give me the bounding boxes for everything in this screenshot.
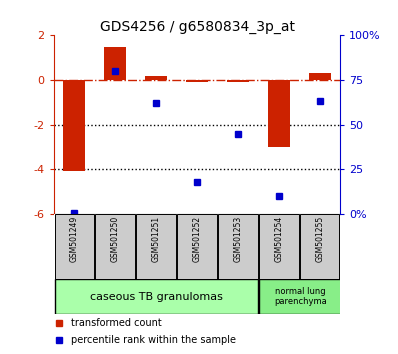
Bar <box>96 214 135 279</box>
Bar <box>55 279 258 314</box>
Text: GSM501255: GSM501255 <box>315 216 324 262</box>
Bar <box>63 80 86 171</box>
Bar <box>145 75 167 80</box>
Bar <box>259 214 298 279</box>
Text: GSM501253: GSM501253 <box>234 216 242 262</box>
Text: GSM501254: GSM501254 <box>274 216 283 262</box>
Bar <box>104 47 127 80</box>
Text: normal lung
parenchyma: normal lung parenchyma <box>274 287 326 306</box>
Bar <box>137 214 176 279</box>
Text: GSM501250: GSM501250 <box>111 216 120 262</box>
Bar <box>55 214 94 279</box>
Title: GDS4256 / g6580834_3p_at: GDS4256 / g6580834_3p_at <box>100 21 295 34</box>
Bar <box>259 279 341 314</box>
Bar <box>178 214 217 279</box>
Bar <box>218 214 258 279</box>
Text: GSM501252: GSM501252 <box>193 216 201 262</box>
Text: transformed count: transformed count <box>71 318 162 327</box>
Text: GSM501251: GSM501251 <box>152 216 160 262</box>
Text: caseous TB granulomas: caseous TB granulomas <box>90 292 222 302</box>
Bar <box>308 73 331 80</box>
Bar <box>186 80 208 82</box>
Bar <box>300 214 339 279</box>
Text: percentile rank within the sample: percentile rank within the sample <box>71 336 236 346</box>
Bar <box>227 80 249 82</box>
Text: GSM501249: GSM501249 <box>70 216 79 262</box>
Bar <box>267 80 290 147</box>
